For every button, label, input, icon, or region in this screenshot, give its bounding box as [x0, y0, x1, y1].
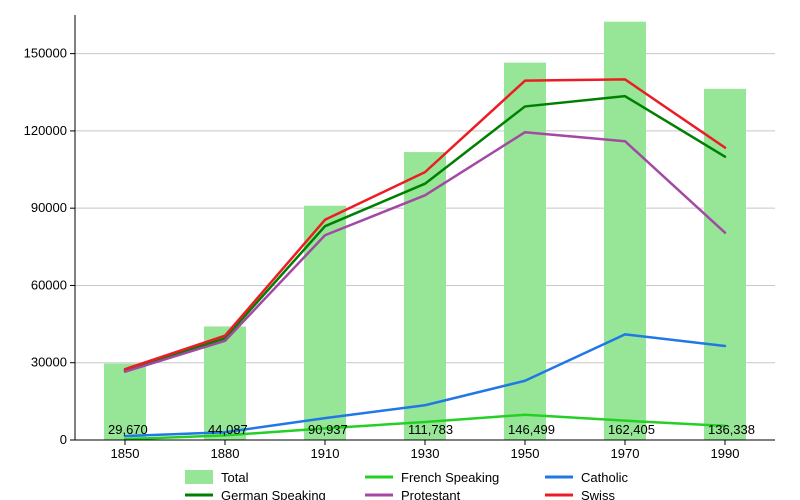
legend-label: Swiss — [581, 488, 615, 500]
bar-value-label: 146,499 — [508, 422, 555, 437]
x-tick-label: 1990 — [711, 446, 740, 461]
legend-label: Catholic — [581, 470, 628, 485]
legend-label: Protestant — [401, 488, 461, 500]
chart: 0 30000 60000 90000 120000 150000 29,670 44,087… — [0, 0, 800, 500]
y-tick-label: 90000 — [31, 200, 67, 215]
x-tick-label: 1850 — [111, 446, 140, 461]
y-tick-label: 60000 — [31, 277, 67, 292]
bar-value-label: 90,937 — [308, 422, 348, 437]
legend-swatch — [185, 470, 213, 484]
bar-value-label: 44,087 — [208, 422, 248, 437]
bar — [604, 22, 646, 440]
x-tick-label: 1970 — [611, 446, 640, 461]
bar-value-label: 162,405 — [608, 422, 655, 437]
y-tick-label: 150000 — [24, 46, 67, 61]
x-tick-label: 1930 — [411, 446, 440, 461]
legend-label: German Speaking — [221, 488, 326, 500]
y-tick-label: 30000 — [31, 355, 67, 370]
x-tick-label: 1880 — [211, 446, 240, 461]
bar — [704, 89, 746, 440]
bar-value-label: 111,783 — [408, 422, 453, 437]
x-tick-label: 1950 — [511, 446, 540, 461]
legend-label: French Speaking — [401, 470, 499, 485]
bar-value-label: 29,670 — [108, 422, 148, 437]
x-tick-label: 1910 — [311, 446, 340, 461]
legend-label: Total — [221, 470, 249, 485]
bar-value-label: 136,338 — [708, 422, 755, 437]
y-tick-label: 120000 — [24, 123, 67, 138]
y-tick-label: 0 — [60, 432, 67, 447]
